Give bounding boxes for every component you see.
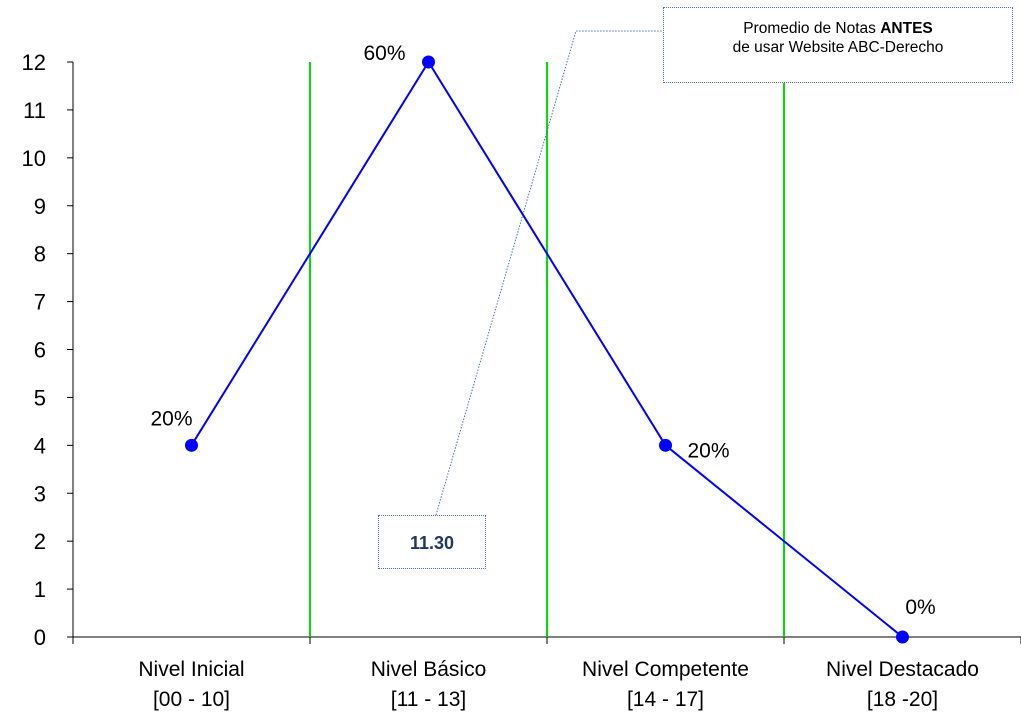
note-line2: de usar Website ABC-Derecho [732, 39, 944, 56]
x-axis: Nivel Inicial [00 - 10] Nivel Básico [11 - … [72, 636, 1021, 711]
y-tick-label: 2 [34, 529, 46, 554]
x-category-label: Nivel Inicial [00 - 10] [138, 658, 244, 711]
data-point [185, 438, 198, 452]
callout-leader-line [435, 30, 663, 516]
x-category-label-line: [14 - 17] [627, 688, 704, 711]
y-tick-label: 7 [34, 290, 46, 315]
average-value-callout: 11.30 [378, 515, 486, 569]
x-category-label-line: [11 - 13] [391, 688, 467, 711]
data-labels: 20% 60% 20% 0% [150, 42, 935, 619]
note-line1-prefix: Promedio de Notas [743, 20, 881, 37]
data-point [659, 438, 672, 452]
data-point [422, 55, 435, 69]
series-line [185, 55, 909, 644]
y-tick-label: 4 [34, 433, 46, 458]
y-tick-label: 1 [34, 577, 46, 602]
x-category-label-line: Nivel Competente [582, 658, 749, 681]
x-category-label-line: Nivel Destacado [826, 658, 979, 681]
y-tick-label: 9 [34, 194, 46, 219]
data-point [896, 630, 909, 644]
data-label: 20% [688, 439, 730, 462]
y-tick-label: 6 [34, 338, 46, 363]
y-tick-label: 11 [23, 98, 46, 123]
average-note-callout: Promedio de Notas ANTES de usar Website … [663, 7, 1013, 83]
average-value: 11.30 [409, 533, 455, 553]
y-tick-label: 10 [22, 146, 46, 171]
callout-leader [435, 30, 663, 516]
x-category-label-line: [00 - 10] [153, 688, 230, 711]
y-tick-label: 8 [34, 242, 46, 267]
y-tick-label: 5 [34, 385, 46, 410]
data-label: 0% [905, 596, 935, 619]
x-category-label-line: Nivel Inicial [138, 658, 244, 681]
note-line1-bold: ANTES [880, 20, 933, 37]
data-label: 60% [363, 42, 405, 65]
x-category-label: Nivel Competente [14 - 17] [582, 658, 749, 711]
x-category-label: Nivel Básico [11 - 13] [371, 658, 487, 711]
y-tick-label: 3 [34, 481, 46, 506]
series-polyline [190, 60, 904, 638]
x-category-label-line: Nivel Básico [371, 658, 487, 681]
x-category-label-line: [18 -20] [867, 688, 938, 711]
y-tick-label: 12 [22, 50, 46, 75]
x-category-label: Nivel Destacado [18 -20] [826, 658, 979, 711]
data-label: 20% [150, 407, 192, 430]
y-tick-label: 0 [34, 625, 46, 650]
